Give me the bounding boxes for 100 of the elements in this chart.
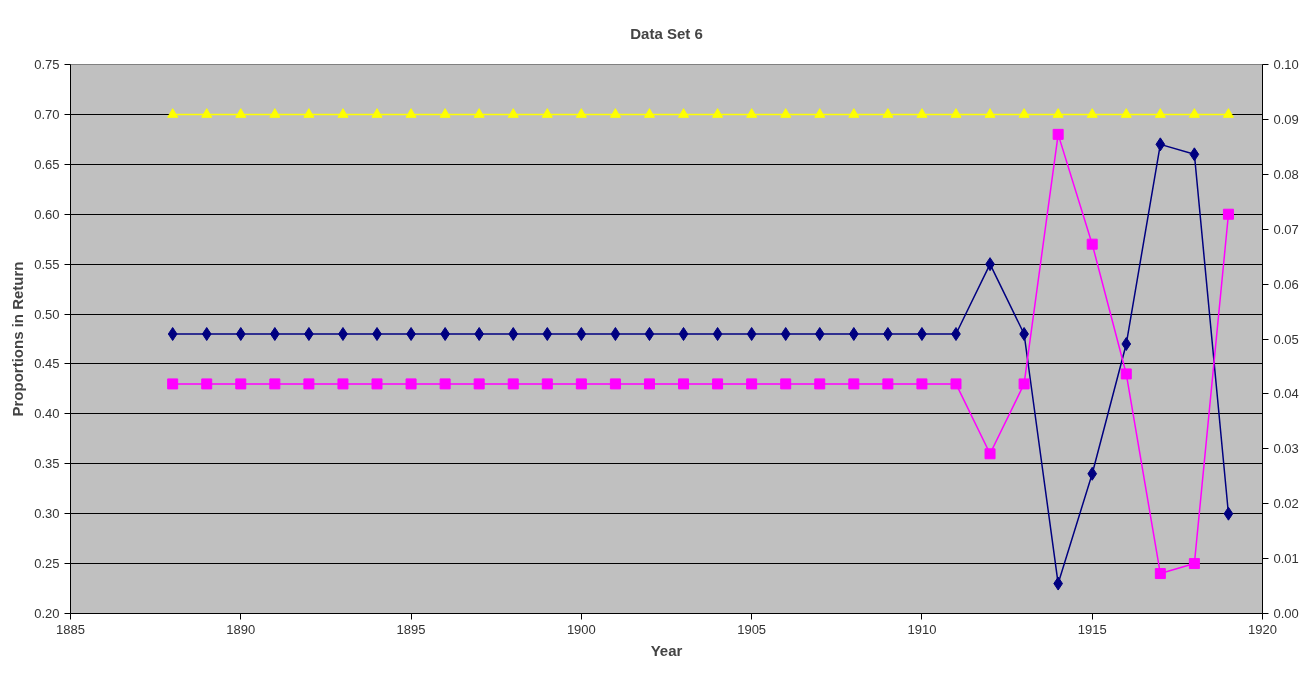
point: [1120, 108, 1132, 118]
point: [746, 327, 757, 342]
y-tick-label: 0.60: [34, 206, 60, 222]
y2-tick-label: 0.05: [1273, 331, 1299, 347]
point: [542, 327, 553, 342]
point: [201, 378, 213, 390]
point: [439, 108, 451, 118]
point: [1087, 466, 1098, 481]
point: [1120, 368, 1132, 380]
point: [1222, 208, 1234, 220]
point: [814, 327, 825, 342]
point: [1121, 336, 1132, 351]
point: [1188, 558, 1200, 570]
y-tick-label: 0.55: [34, 256, 60, 272]
point: [882, 378, 894, 390]
point: [848, 327, 859, 342]
point: [474, 327, 485, 342]
point: [439, 378, 451, 390]
point: [1018, 378, 1030, 390]
point: [167, 327, 178, 342]
point: [405, 108, 417, 118]
point: [1154, 108, 1166, 118]
point: [507, 108, 519, 118]
x-tick-label: 1920: [1248, 621, 1277, 637]
point: [916, 108, 928, 118]
point: [201, 327, 212, 342]
point: [1018, 108, 1030, 118]
x-tick-label: 1890: [226, 621, 256, 637]
point: [1154, 568, 1166, 580]
x-tick-label: 1910: [907, 621, 937, 637]
point: [541, 108, 553, 118]
point: [201, 108, 213, 118]
point: [371, 378, 383, 390]
x-tick-label: 1885: [56, 621, 85, 637]
point: [405, 378, 417, 390]
point: [575, 108, 587, 118]
point: [337, 378, 349, 390]
x-tick-label: 1915: [1077, 621, 1107, 637]
x-axis-title: Year: [650, 641, 683, 659]
point: [1052, 108, 1064, 118]
y-tick-label: 0.35: [34, 456, 60, 472]
point: [269, 378, 281, 390]
y-tick-label: 0.25: [34, 556, 60, 572]
point: [1188, 108, 1200, 118]
point: [371, 108, 383, 118]
point: [473, 378, 485, 390]
point: [643, 108, 655, 118]
point: [576, 327, 587, 342]
point: [814, 108, 826, 118]
point: [678, 327, 689, 342]
point: [235, 378, 247, 390]
point: [269, 108, 281, 118]
point: [610, 327, 621, 342]
point: [337, 108, 349, 118]
point: [167, 378, 179, 390]
y-tick-label: 0.20: [34, 606, 60, 621]
point: [984, 448, 996, 460]
y-tick-label: 0.40: [34, 406, 60, 422]
point: [303, 108, 315, 118]
point: [575, 378, 587, 390]
point: [1222, 108, 1234, 118]
chart-title: Data Set 6: [630, 25, 703, 42]
point: [678, 108, 690, 118]
point: [1086, 238, 1098, 250]
point: [746, 378, 758, 390]
point: [643, 378, 655, 390]
point: [780, 327, 791, 342]
point: [984, 108, 996, 118]
x-tick-label: 1900: [566, 621, 596, 637]
y2-tick-label: 0.09: [1273, 111, 1299, 127]
y2-tick-label: 0.01: [1273, 551, 1299, 567]
point: [916, 378, 928, 390]
point: [1155, 137, 1166, 152]
y2-tick-label: 0.02: [1273, 496, 1299, 512]
x-tick-label: 1895: [396, 621, 426, 637]
y2-tick-label: 0.03: [1273, 441, 1299, 457]
y2-tick-label: 0.06: [1273, 276, 1299, 292]
point: [678, 378, 690, 390]
x-tick-label: 1905: [737, 621, 767, 637]
y-tick-label: 0.50: [34, 306, 60, 322]
point: [303, 378, 315, 390]
point: [609, 108, 621, 118]
point: [882, 108, 894, 118]
point: [1189, 147, 1200, 162]
y2-tick-label: 0.08: [1273, 166, 1299, 182]
point: [1223, 506, 1234, 521]
point: [780, 108, 792, 118]
point: [746, 108, 758, 118]
point: [712, 378, 724, 390]
point: [814, 378, 826, 390]
point: [950, 108, 962, 118]
y2-tick-label: 0.10: [1273, 57, 1299, 72]
point: [848, 108, 860, 118]
point: [167, 108, 179, 118]
point: [235, 108, 247, 118]
point: [473, 108, 485, 118]
point: [1086, 108, 1098, 118]
point: [848, 378, 860, 390]
y2-tick-label: 0.07: [1273, 221, 1299, 237]
y-tick-label: 0.75: [34, 57, 60, 72]
